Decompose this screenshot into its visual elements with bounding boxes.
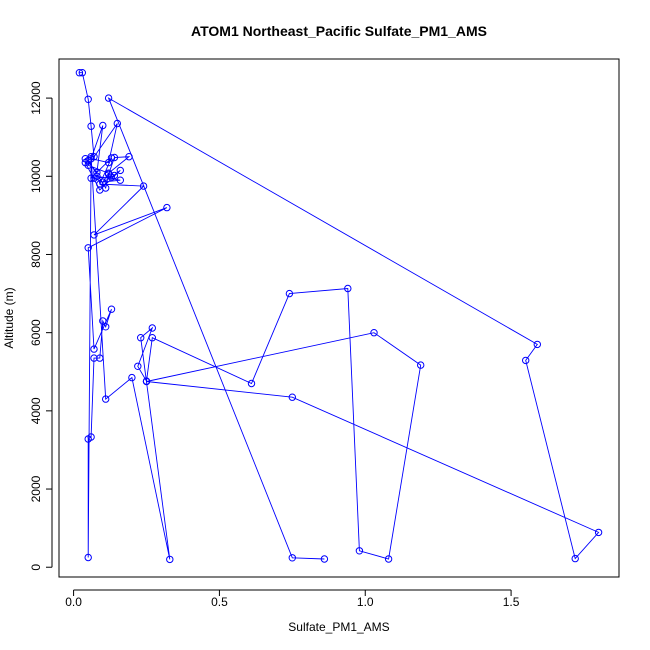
- data-point: [148, 334, 157, 342]
- data-point: [104, 169, 113, 177]
- data-point: [110, 153, 119, 162]
- y-tick-label: 12000: [29, 81, 43, 115]
- data-point: [163, 203, 171, 212]
- data-point: [90, 231, 98, 239]
- x-tick-label: 1.0: [357, 595, 374, 609]
- data-point: [104, 94, 113, 102]
- data-point: [247, 379, 256, 388]
- data-point: [355, 547, 364, 555]
- data-point: [139, 182, 148, 190]
- data-point: [142, 377, 151, 386]
- data-point: [93, 168, 101, 177]
- data-point: [148, 324, 157, 332]
- data-point: [99, 121, 107, 130]
- x-axis-label: Sulfate_PM1_AMS: [288, 620, 389, 634]
- y-tick-label: 0: [29, 564, 43, 571]
- data-point: [125, 153, 133, 161]
- data-point: [288, 554, 296, 562]
- data-point: [87, 122, 95, 130]
- data-point: [84, 553, 92, 562]
- data-point: [116, 166, 125, 175]
- data-point: [90, 345, 98, 353]
- y-tick-label: 10000: [29, 159, 43, 193]
- data-point: [522, 356, 530, 365]
- data-point: [75, 69, 84, 77]
- data-point: [84, 244, 92, 252]
- data-point: [96, 354, 104, 362]
- data-point: [285, 289, 294, 298]
- x-tick-label: 1.5: [503, 595, 520, 609]
- data-point: [102, 323, 110, 331]
- data-point: [107, 154, 116, 162]
- data-point: [113, 119, 122, 128]
- data-point: [128, 373, 136, 382]
- data-point: [288, 393, 296, 401]
- data-point: [594, 528, 603, 537]
- y-tick-label: 6000: [29, 319, 43, 346]
- x-axis: 0.0 0.5 1.0 1.5: [65, 589, 520, 609]
- y-tick-label: 4000: [29, 397, 43, 424]
- data-point: [102, 395, 110, 403]
- y-axis: 0 2000 4000 6000 8000 10000 12000: [29, 81, 53, 571]
- series-layer: [75, 69, 603, 564]
- data-point: [107, 305, 116, 313]
- data-point: [137, 334, 145, 342]
- data-point: [134, 362, 142, 370]
- data-point: [84, 435, 92, 443]
- y-axis-label: Altitude (m): [2, 287, 16, 348]
- data-point: [116, 176, 125, 184]
- data-point: [102, 184, 110, 192]
- data-point: [571, 554, 579, 563]
- data-point: [96, 180, 104, 188]
- data-point: [384, 555, 393, 563]
- data-point: [344, 284, 352, 293]
- data-point: [320, 555, 329, 563]
- data-point: [166, 555, 174, 564]
- data-point: [370, 329, 378, 337]
- plot-frame: [58, 58, 620, 578]
- data-point: [87, 174, 95, 182]
- y-tick-label: 2000: [29, 475, 43, 502]
- y-tick-label: 8000: [29, 241, 43, 268]
- data-point: [87, 153, 95, 161]
- series-line: [79, 72, 600, 560]
- data-point: [99, 317, 107, 325]
- data-point: [78, 69, 87, 77]
- data-point: [417, 361, 425, 369]
- data-point: [84, 95, 92, 104]
- x-tick-label: 0.0: [65, 595, 82, 609]
- x-tick-label: 0.5: [211, 595, 228, 609]
- data-point: [533, 340, 541, 349]
- chart-title: ATOM1 Northeast_Pacific Sulfate_PM1_AMS: [191, 23, 487, 39]
- data-point: [90, 354, 98, 362]
